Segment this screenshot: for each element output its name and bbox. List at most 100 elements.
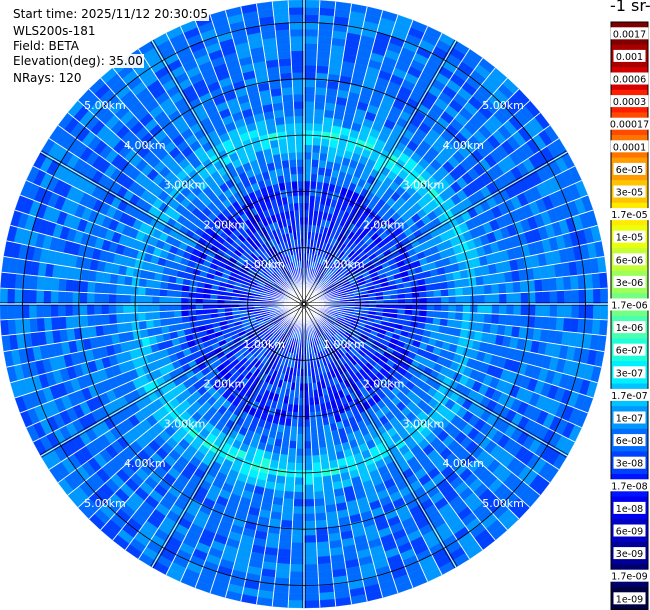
data-cell bbox=[303, 397, 310, 406]
data-cell bbox=[151, 303, 160, 313]
data-cell bbox=[14, 303, 23, 320]
data-cell bbox=[280, 79, 293, 89]
data-cell bbox=[312, 476, 324, 485]
data-cell bbox=[296, 433, 305, 442]
data-cell bbox=[476, 284, 485, 296]
data-cell bbox=[570, 275, 579, 291]
data-cell bbox=[277, 461, 288, 470]
data-cell bbox=[476, 312, 485, 324]
data-cell bbox=[505, 281, 514, 294]
data-cell bbox=[173, 297, 182, 305]
data-cell bbox=[455, 287, 464, 297]
data-cell bbox=[50, 316, 60, 331]
data-cell bbox=[455, 311, 464, 321]
data-cell bbox=[303, 441, 312, 449]
data-cell bbox=[272, 591, 290, 601]
data-cell bbox=[433, 296, 442, 305]
data-cell bbox=[159, 288, 168, 297]
data-cell bbox=[312, 137, 322, 146]
data-cell bbox=[313, 490, 325, 500]
data-cell bbox=[314, 86, 327, 96]
data-cell bbox=[86, 314, 96, 327]
data-cell bbox=[123, 312, 132, 324]
data-cell bbox=[318, 584, 335, 594]
data-cell bbox=[591, 318, 601, 336]
data-cell bbox=[275, 570, 291, 579]
data-cell bbox=[318, 7, 336, 17]
data-cell bbox=[275, 475, 287, 485]
data-cell bbox=[58, 278, 67, 292]
data-cell bbox=[195, 303, 203, 310]
data-cell bbox=[278, 58, 292, 67]
data-cell bbox=[468, 276, 477, 287]
data-cell bbox=[284, 115, 295, 125]
data-cell bbox=[298, 405, 305, 413]
data-cell bbox=[278, 65, 293, 74]
data-cell bbox=[151, 295, 160, 305]
data-cell bbox=[316, 50, 331, 60]
data-cell bbox=[166, 303, 175, 312]
data-cell bbox=[131, 321, 140, 332]
data-cell bbox=[598, 319, 608, 336]
data-cell bbox=[426, 303, 435, 311]
data-cell bbox=[490, 283, 500, 295]
data-cell bbox=[447, 311, 456, 321]
data-cell bbox=[282, 498, 294, 507]
data-cell bbox=[570, 317, 579, 333]
data-cell bbox=[272, 7, 290, 17]
data-cell bbox=[303, 419, 311, 428]
data-cell bbox=[419, 303, 428, 311]
data-cell bbox=[562, 275, 572, 291]
data-cell bbox=[316, 58, 330, 67]
data-cell bbox=[312, 123, 324, 132]
data-cell bbox=[288, 159, 297, 168]
data-cell bbox=[316, 541, 330, 550]
data-cell bbox=[303, 7, 320, 16]
data-cell bbox=[316, 548, 331, 558]
data-cell bbox=[475, 275, 485, 287]
data-cell bbox=[7, 272, 17, 290]
data-cell bbox=[36, 289, 44, 305]
data-cell bbox=[123, 284, 132, 296]
data-cell bbox=[289, 433, 298, 442]
data-cell bbox=[297, 426, 305, 435]
data-cell bbox=[441, 303, 449, 312]
data-cell bbox=[287, 600, 305, 609]
data-cell bbox=[397, 303, 406, 310]
data-cell bbox=[0, 287, 8, 305]
data-cell bbox=[556, 290, 565, 305]
data-cell bbox=[14, 318, 24, 335]
data-cell bbox=[469, 285, 478, 296]
data-cell bbox=[310, 433, 319, 442]
data-cell bbox=[303, 585, 320, 594]
data-cell bbox=[284, 483, 295, 493]
data-cell bbox=[287, 447, 297, 456]
data-cell bbox=[276, 555, 291, 565]
data-cell bbox=[519, 315, 529, 328]
data-cell bbox=[289, 564, 305, 572]
data-cell bbox=[28, 289, 37, 305]
data-cell bbox=[548, 316, 558, 331]
data-cell bbox=[315, 65, 330, 74]
data-cell bbox=[405, 298, 413, 305]
data-cell bbox=[283, 490, 295, 500]
data-cell bbox=[600, 303, 609, 321]
data-cell bbox=[475, 321, 485, 333]
data-cell bbox=[447, 287, 456, 297]
data-cell bbox=[290, 549, 305, 558]
data-cell bbox=[461, 277, 470, 288]
data-cell bbox=[303, 202, 310, 211]
data-cell bbox=[303, 180, 311, 189]
data-cell bbox=[274, 116, 286, 126]
data-cell bbox=[317, 43, 332, 53]
data-cell bbox=[273, 489, 285, 499]
data-cell bbox=[130, 312, 139, 323]
data-cell bbox=[321, 468, 332, 477]
data-cell bbox=[314, 505, 327, 514]
data-cell bbox=[288, 592, 305, 601]
data-cell bbox=[296, 441, 305, 449]
data-cell bbox=[585, 303, 594, 320]
data-cell bbox=[272, 598, 289, 608]
data-cell bbox=[130, 285, 139, 296]
